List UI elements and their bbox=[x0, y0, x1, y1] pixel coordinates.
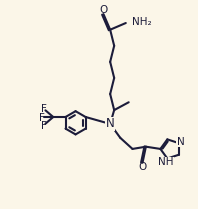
Text: F: F bbox=[41, 121, 47, 131]
Text: NH₂: NH₂ bbox=[132, 17, 152, 27]
Text: N: N bbox=[177, 137, 185, 147]
Text: F: F bbox=[41, 103, 47, 113]
Text: NH: NH bbox=[158, 158, 174, 167]
Text: F: F bbox=[39, 113, 45, 123]
Text: O: O bbox=[99, 5, 108, 15]
Text: N: N bbox=[106, 117, 114, 130]
Text: O: O bbox=[138, 162, 147, 172]
